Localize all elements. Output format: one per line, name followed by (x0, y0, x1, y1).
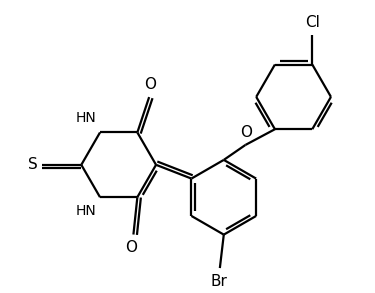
Text: Cl: Cl (305, 15, 320, 30)
Text: S: S (27, 157, 37, 172)
Text: O: O (126, 240, 138, 255)
Text: O: O (240, 125, 252, 140)
Text: HN: HN (76, 204, 97, 218)
Text: O: O (144, 76, 156, 91)
Text: HN: HN (76, 111, 97, 125)
Text: Br: Br (211, 274, 228, 289)
